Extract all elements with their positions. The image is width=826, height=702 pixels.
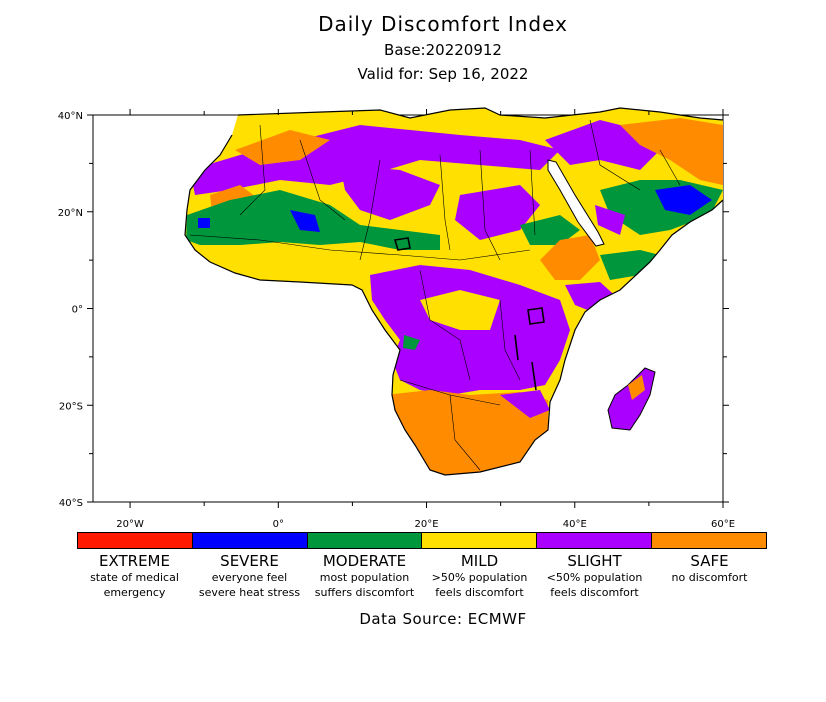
legend-swatch-moderate xyxy=(307,533,423,548)
legend-description: feels discomfort xyxy=(550,586,639,599)
lon-tick-label: 20°E xyxy=(415,519,439,530)
lakes xyxy=(393,237,545,391)
lon-tick-label: 20°W xyxy=(116,519,144,530)
legend-item-moderate: MODERATE most population suffers discomfor… xyxy=(307,552,422,600)
legend-description: <50% population xyxy=(546,571,643,584)
lat-tick-label: 20°N xyxy=(58,208,83,219)
coastline xyxy=(184,107,724,476)
lon-tick-label: 60°E xyxy=(711,519,735,530)
legend-item-extreme: EXTREME state of medical emergency xyxy=(77,552,192,600)
lat-tick-label: 20°S xyxy=(59,401,83,412)
legend-swatch-extreme xyxy=(78,533,193,548)
data-source: Data Source: ECMWF xyxy=(359,610,527,628)
legend-category: MILD xyxy=(460,552,499,570)
lon-tick-label: 0° xyxy=(273,519,284,530)
legend-category: SLIGHT xyxy=(567,552,622,570)
legend-description: state of medical xyxy=(90,571,179,584)
legend-swatch-mild xyxy=(422,533,538,548)
madagascar xyxy=(607,367,656,431)
legend-category: SEVERE xyxy=(220,552,279,570)
legend-description: suffers discomfort xyxy=(314,586,415,599)
legend-item-severe: SEVERE everyone feel severe heat stress xyxy=(192,552,307,600)
legend-swatch-slight xyxy=(537,533,653,548)
valid-date: Valid for: Sep 16, 2022 xyxy=(357,65,529,83)
legend-item-slight: SLIGHT <50% population feels discomfort xyxy=(537,552,652,600)
red-sea xyxy=(547,159,605,247)
legend-description: everyone feel xyxy=(211,571,288,584)
country-borders xyxy=(189,119,681,471)
base-date: Base:20220912 xyxy=(384,41,502,59)
legend-category: EXTREME xyxy=(99,552,170,570)
legend-item-safe: SAFE no discomfort xyxy=(652,552,767,585)
legend-category: SAFE xyxy=(690,552,729,570)
legend-description: >50% population xyxy=(431,571,528,584)
axis-labels: 40°N 20°N 0° 20°S 40°S 20°W 0° 20°E 40°E 60°E xyxy=(58,111,735,530)
lat-tick-label: 40°N xyxy=(58,111,83,122)
legend-description: no discomfort xyxy=(671,571,748,584)
legend-swatch-severe xyxy=(192,533,308,548)
legend-category: MODERATE xyxy=(322,552,407,570)
axis-ticks xyxy=(87,109,729,508)
map-title: Daily Discomfort Index xyxy=(318,12,568,36)
legend-item-mild: MILD >50% population feels discomfort xyxy=(422,552,537,600)
lon-tick-label: 40°E xyxy=(563,519,587,530)
legend-swatch-safe xyxy=(652,533,766,548)
lat-tick-label: 0° xyxy=(72,305,83,316)
legend-description: feels discomfort xyxy=(435,586,524,599)
legend-colorbar xyxy=(77,532,767,549)
legend-description: most population xyxy=(319,571,410,584)
legend-description: severe heat stress xyxy=(198,586,301,599)
legend-description: emergency xyxy=(103,586,166,599)
lat-tick-label: 40°S xyxy=(59,498,83,509)
